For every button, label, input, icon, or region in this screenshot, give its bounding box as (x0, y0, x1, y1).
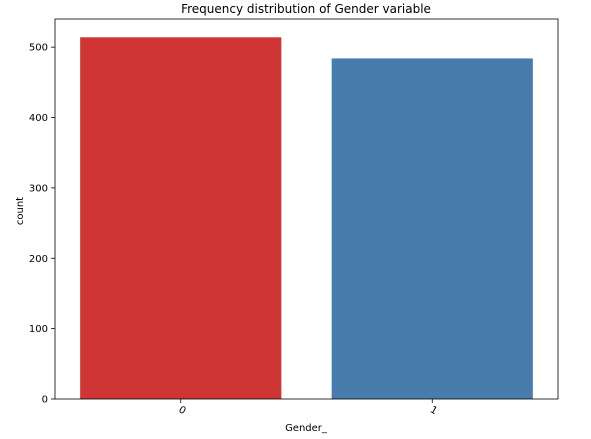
y-tick-label-200: 200 (29, 254, 48, 265)
y-axis: 0 100 200 300 400 500 (29, 43, 55, 406)
x-tick-label-1: 1 (428, 404, 439, 417)
y-axis-label: count (15, 197, 26, 225)
y-tick-label-0: 0 (42, 395, 48, 406)
x-axis-label: Gender_ (285, 423, 328, 434)
bar-1 (331, 58, 533, 399)
plot-frame (54, 18, 559, 400)
y-tick-label-500: 500 (29, 43, 48, 54)
y-tick-label-400: 400 (29, 113, 48, 124)
bar-0 (80, 37, 282, 399)
y-tick-label-300: 300 (29, 183, 48, 194)
bars-group (80, 37, 533, 399)
chart-title: Frequency distribution of Gender variabl… (181, 2, 431, 16)
x-tick-label-0: 0 (176, 404, 187, 417)
y-tick-label-100: 100 (29, 324, 48, 335)
